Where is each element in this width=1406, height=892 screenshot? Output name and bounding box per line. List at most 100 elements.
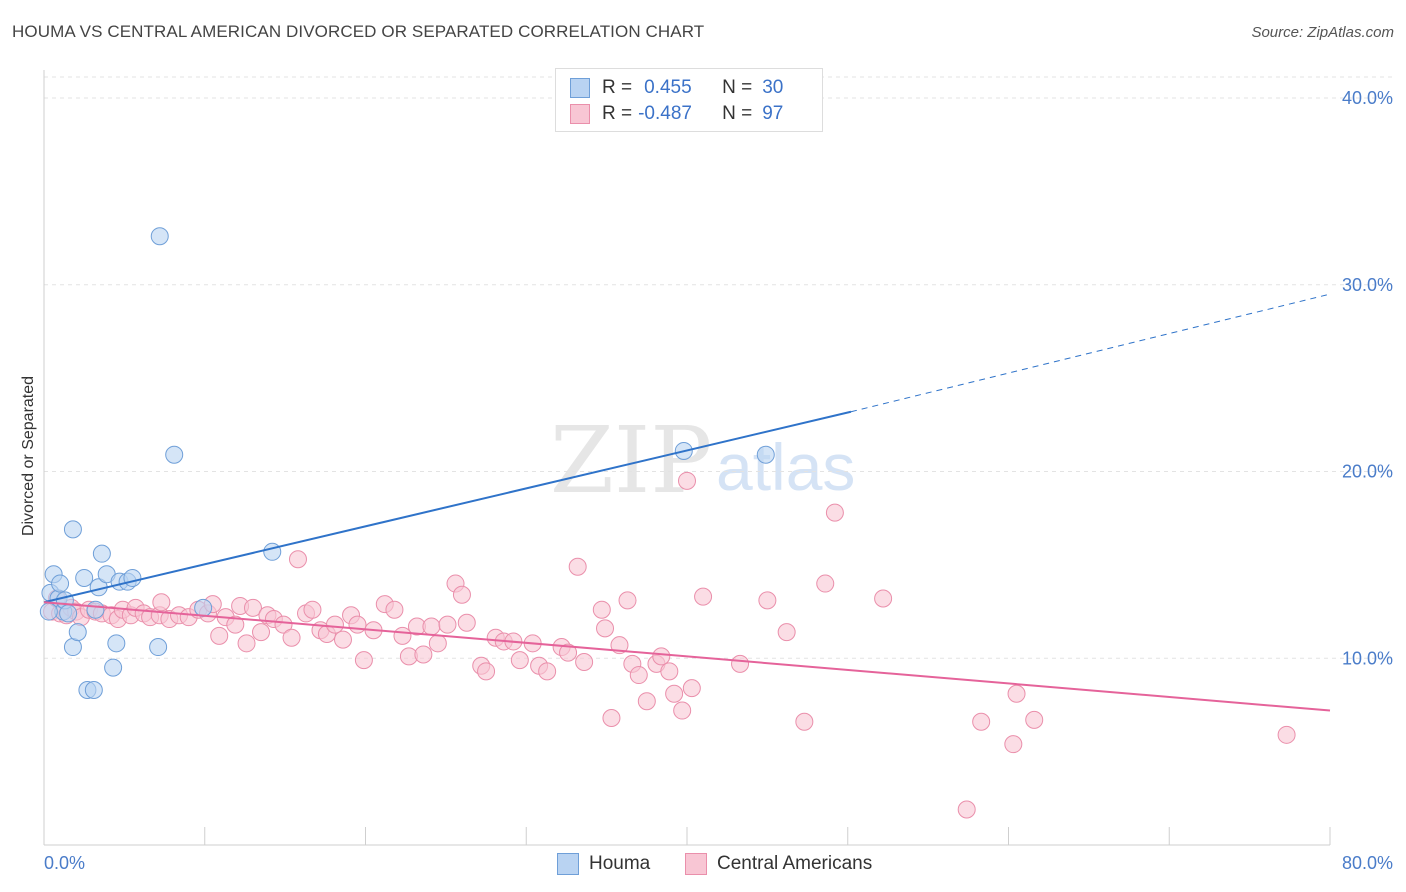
y-tick-label: 10.0%: [1342, 648, 1393, 668]
watermark: ZIP atlas: [550, 407, 855, 514]
point-central-americans: [568, 557, 587, 576]
point-central-americans: [637, 692, 656, 711]
point-houma: [165, 445, 184, 464]
point-central-americans: [575, 652, 594, 671]
point-central-americans: [673, 701, 692, 720]
legend-row-houma: R = 0.455 N = 30: [570, 77, 783, 99]
point-central-americans: [660, 662, 679, 681]
point-central-americans: [618, 591, 637, 610]
watermark-zip: ZIP: [550, 407, 712, 514]
point-central-americans: [596, 619, 615, 638]
legend-n-value-houma: 30: [762, 77, 784, 98]
legend-n-label-houma: N =: [722, 77, 753, 98]
point-central-americans: [428, 634, 447, 653]
point-central-americans: [682, 679, 701, 698]
point-houma: [68, 623, 87, 642]
legend-r-value-central: -0.487: [638, 103, 692, 124]
trend-lines: [43, 293, 1331, 712]
legend-n-value-central: 97: [762, 103, 784, 124]
point-houma: [39, 602, 58, 621]
point-central-americans: [274, 615, 293, 634]
point-central-americans: [325, 615, 344, 634]
point-central-americans: [538, 662, 557, 681]
point-houma: [63, 520, 82, 539]
point-central-americans: [731, 654, 750, 673]
x-tick-label-max: 80.0%: [1342, 853, 1393, 873]
legend-r-label-central: R =: [602, 103, 633, 124]
point-houma: [107, 634, 126, 653]
point-central-americans: [602, 709, 621, 728]
point-central-americans: [333, 630, 352, 649]
y-tick-labels: 10.0% 20.0% 30.0% 40.0%: [1342, 88, 1393, 668]
point-central-americans: [874, 589, 893, 608]
point-central-americans: [252, 623, 271, 642]
legend: R = 0.455 N = 30 R = -0.487 N = 97: [555, 68, 823, 132]
point-central-americans: [678, 471, 696, 490]
point-central-americans: [652, 647, 671, 666]
point-central-americans: [1004, 735, 1023, 754]
series-houma: [39, 227, 775, 699]
point-houma: [149, 638, 168, 657]
point-central-americans: [422, 617, 441, 636]
bottom-legend-label-central: Central Americans: [717, 853, 873, 874]
bottom-legend-swatch-central: [685, 853, 707, 875]
point-central-americans: [288, 550, 307, 569]
point-central-americans: [1277, 725, 1296, 744]
y-axis-label: Divorced or Separated: [20, 376, 37, 536]
point-central-americans: [452, 585, 471, 604]
legend-r-value-houma: 0.455: [644, 77, 692, 98]
legend-r-label-houma: R =: [602, 77, 633, 98]
point-central-americans: [1025, 710, 1044, 729]
point-central-americans: [510, 651, 529, 670]
x-tick-label-min: 0.0%: [44, 853, 85, 873]
chart-source: Source: ZipAtlas.com: [1251, 24, 1394, 41]
point-houma: [86, 600, 105, 619]
point-central-americans: [243, 598, 262, 617]
trend-line-houma: [43, 410, 852, 604]
point-central-americans: [758, 591, 777, 610]
point-central-americans: [438, 615, 457, 634]
gridlines: [44, 76, 1393, 659]
point-houma: [84, 681, 103, 699]
trend-line-houma-extension: [850, 293, 1331, 413]
y-tick-label: 30.0%: [1342, 275, 1393, 295]
point-central-americans: [226, 615, 245, 634]
series-central-americans: [43, 471, 1296, 819]
point-central-americans: [825, 503, 844, 522]
watermark-atlas: atlas: [716, 430, 855, 504]
point-central-americans: [957, 800, 976, 819]
point-central-americans: [152, 593, 171, 612]
bottom-legend-label-houma: Houma: [589, 853, 651, 874]
point-houma: [63, 638, 82, 657]
point-houma: [756, 445, 775, 464]
point-central-americans: [348, 615, 367, 634]
point-houma: [59, 604, 78, 623]
bottom-legend-houma: Houma: [557, 852, 650, 876]
legend-row-central: R = -0.487 N = 97: [570, 103, 783, 125]
point-central-americans: [282, 628, 301, 647]
bottom-legend-swatch-houma: [557, 853, 579, 875]
point-houma: [104, 658, 123, 677]
bottom-legend-central: Central Americans: [685, 852, 872, 876]
point-houma: [150, 227, 169, 246]
point-central-americans: [303, 600, 322, 619]
point-houma: [263, 542, 282, 561]
trend-line-central-americans: [43, 601, 1331, 712]
point-houma: [123, 568, 142, 587]
point-central-americans: [777, 623, 796, 642]
point-central-americans: [414, 645, 433, 664]
point-central-americans: [665, 684, 684, 703]
point-houma: [75, 568, 94, 587]
point-houma: [194, 598, 213, 617]
point-houma: [92, 544, 111, 563]
point-central-americans: [1007, 684, 1026, 703]
legend-n-label-central: N =: [722, 103, 753, 124]
point-central-americans: [393, 626, 412, 645]
point-central-americans: [385, 600, 404, 619]
point-central-americans: [559, 643, 578, 662]
chart-title: HOUMA VS CENTRAL AMERICAN DIVORCED OR SE…: [12, 22, 705, 41]
point-central-americans: [457, 613, 476, 632]
y-tick-label: 40.0%: [1342, 88, 1393, 108]
point-central-americans: [629, 666, 648, 685]
